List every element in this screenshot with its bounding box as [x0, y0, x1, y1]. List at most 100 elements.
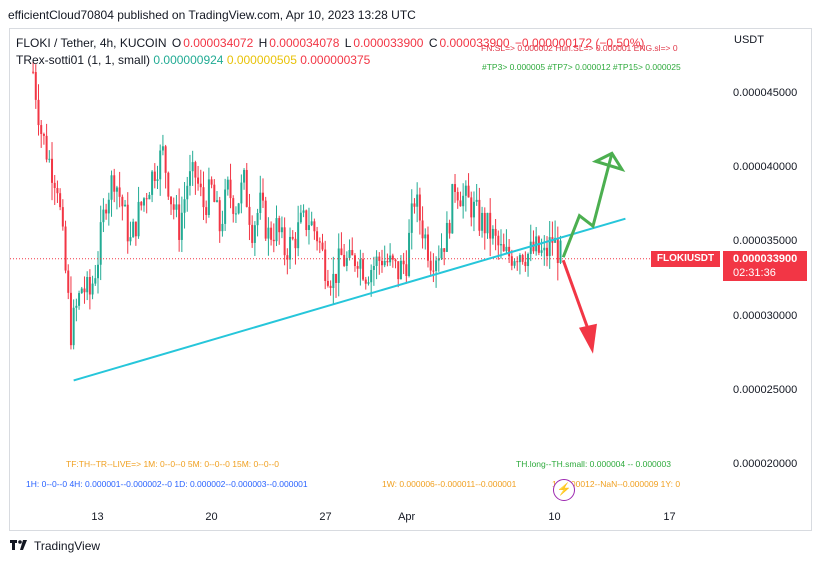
candle-body	[237, 203, 240, 214]
candle-body	[432, 270, 435, 272]
candle-body	[232, 198, 235, 214]
candle-body	[497, 235, 500, 246]
candle-body	[345, 257, 348, 266]
bar-countdown: 02:31:36	[733, 267, 776, 279]
candle-body	[272, 239, 275, 242]
price-tick: 0.000040000	[733, 161, 798, 174]
arrow-down-path	[561, 259, 591, 333]
candle-body	[313, 221, 316, 232]
candle-body	[310, 221, 313, 226]
time-tick: 17	[663, 511, 676, 523]
footer-brand[interactable]: TradingView	[10, 539, 100, 553]
candle-body	[502, 244, 505, 252]
candle-body	[399, 260, 402, 280]
candle-body	[32, 71, 35, 73]
candle-body	[75, 305, 78, 308]
candle-body	[518, 255, 521, 263]
candle-body	[483, 212, 486, 234]
candle-body	[481, 212, 484, 231]
candle-body	[61, 207, 64, 227]
candle-body	[353, 255, 356, 267]
candle-body	[129, 237, 132, 242]
candle-body	[464, 185, 467, 196]
candle-body	[413, 203, 416, 207]
candle-body	[159, 150, 162, 180]
candle-body	[99, 222, 102, 265]
candle-body	[329, 285, 332, 288]
indicator-value-1: 0.000000924	[153, 53, 224, 67]
candle-body	[386, 261, 389, 263]
candle-body	[524, 261, 527, 267]
candle-body	[102, 209, 105, 223]
arrow-down-icon	[578, 323, 597, 354]
candle-body	[216, 200, 219, 202]
candle-body	[243, 169, 246, 183]
candle-body	[362, 259, 365, 280]
candle-body	[207, 179, 210, 215]
candle-body	[226, 179, 229, 190]
candle-body	[248, 206, 251, 225]
candle-body	[132, 221, 135, 238]
candle-body	[161, 146, 164, 151]
chart-frame	[9, 28, 812, 531]
change-value: −0.000000172 (−0.50%)	[514, 36, 645, 50]
candle-body	[267, 227, 270, 239]
candle-body	[402, 260, 405, 265]
candle-body	[545, 247, 548, 257]
candle-body	[397, 261, 400, 280]
candle-body	[105, 209, 108, 214]
symbol-legend: FLOKI / Tether, 4h, KUCOIN O 0.000034072 …	[16, 36, 645, 50]
candle-body	[426, 234, 429, 261]
candle-body	[356, 266, 359, 269]
candle-body	[197, 177, 200, 184]
price-tick: 0.000025000	[733, 383, 798, 396]
candle-body	[78, 293, 81, 306]
candle-body	[489, 212, 492, 239]
candle-body	[299, 212, 302, 223]
candle-body	[180, 212, 183, 240]
candle-body	[348, 250, 351, 258]
candle-body	[213, 184, 216, 202]
candle-body	[470, 197, 473, 218]
candle-body	[364, 279, 367, 284]
candle-body	[478, 199, 481, 231]
bottom-readout-b: 1W: 0.000006--0.000011--0.000001	[382, 479, 517, 489]
candle-body	[280, 227, 283, 233]
candle-body	[175, 204, 178, 210]
indicator-legend[interactable]: TRex-sotti01 (1, 1, small) 0.000000924 0…	[16, 53, 370, 67]
candle-body	[527, 253, 530, 267]
candle-body	[324, 249, 327, 281]
candle-body	[305, 210, 308, 230]
th-readout: TH.long--TH.small: 0.000004 -- 0.000003	[516, 459, 671, 469]
candle-body	[559, 240, 562, 264]
candle-body	[134, 221, 137, 237]
candle-body	[64, 226, 67, 271]
time-tick: 27	[319, 511, 332, 523]
candle-body	[40, 125, 43, 135]
candle-body	[59, 193, 62, 208]
candle-body	[513, 261, 516, 266]
indicator-value-2: 0.000000505	[226, 53, 297, 67]
last-price-value: 0.000033900	[733, 253, 798, 265]
candle-body	[172, 204, 175, 210]
brand-name: TradingView	[34, 539, 101, 553]
candle-body	[42, 134, 45, 136]
candle-body	[142, 198, 145, 206]
candle-body	[67, 270, 70, 293]
arrow-up-icon	[591, 151, 626, 172]
candle-body	[289, 236, 292, 260]
candle-body	[118, 187, 121, 197]
currency-label: USDT	[734, 34, 764, 46]
candle-body	[359, 259, 362, 269]
candle-body	[556, 237, 559, 264]
lightning-icon[interactable]: ⚡	[553, 479, 575, 501]
indicator-value-3: 0.000000375	[300, 53, 371, 67]
candle-body	[126, 204, 129, 242]
bottom-readout-c: 1 0.000012--NaN--0.000009 1Y: 0	[552, 479, 681, 489]
candle-body	[186, 185, 189, 200]
candle-body	[164, 146, 167, 173]
candles	[32, 61, 562, 350]
symbol-price-tag: FLOKIUSDT	[651, 251, 720, 267]
candle-body	[375, 256, 378, 266]
